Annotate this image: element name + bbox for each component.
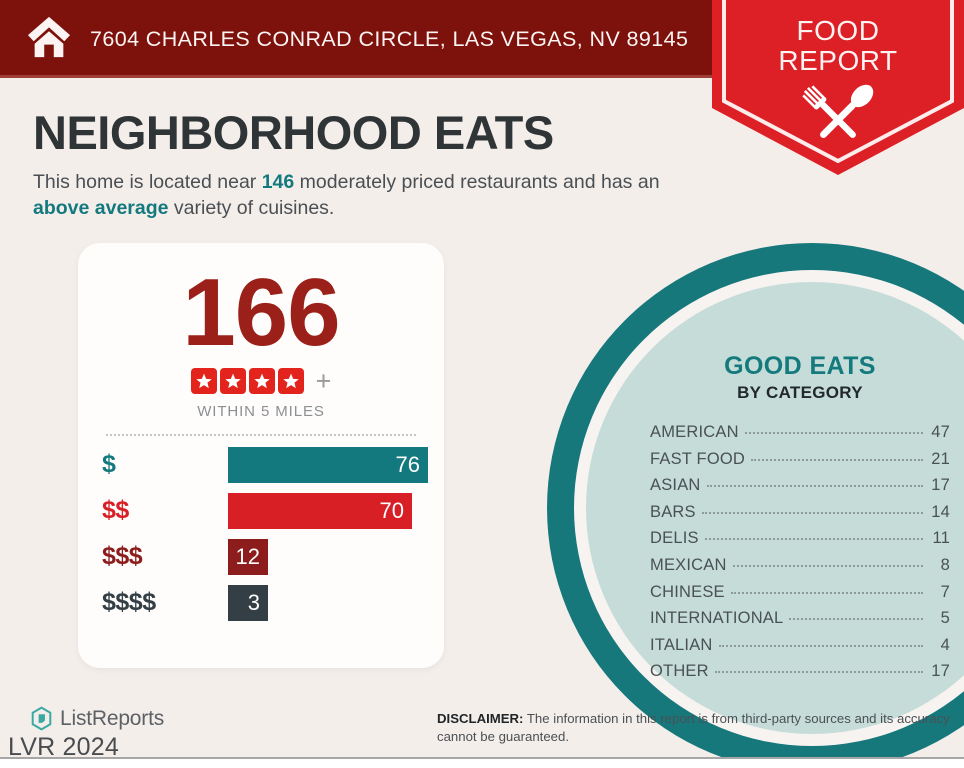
listreports-logo: ListReports	[30, 706, 164, 731]
category-name: ITALIAN	[650, 635, 713, 654]
category-name: DELIS	[650, 529, 699, 548]
subtitle-part2: moderately priced restaurants and has an	[294, 171, 660, 194]
header-address: 7604 CHARLES CONRAD CIRCLE, LAS VEGAS, N…	[90, 26, 689, 51]
price-bar-label: $$$	[102, 542, 143, 571]
star-plus-label: +	[315, 365, 332, 396]
subtitle-restaurant-count: 146	[261, 171, 295, 194]
leader-dots	[789, 618, 923, 621]
price-bar-label: $	[102, 450, 116, 479]
bottom-rule	[0, 757, 964, 759]
good-eats-title: GOOD EATS	[724, 352, 876, 380]
leader-dots	[718, 644, 923, 647]
price-bar-row: $76	[102, 444, 428, 486]
category-name: ASIAN	[650, 476, 701, 495]
listreports-pin-icon	[30, 706, 53, 731]
listreports-wordmark: ListReports	[60, 706, 165, 730]
category-row: INTERNATIONAL 5	[650, 609, 950, 636]
category-row: FAST FOOD 21	[650, 450, 950, 477]
disclaimer-text: The information in this report is from t…	[437, 711, 950, 744]
category-name: INTERNATIONAL	[650, 609, 784, 628]
house-icon	[26, 15, 72, 64]
price-bar-track: 76	[228, 444, 428, 486]
disclaimer-label: DISCLAIMER:	[437, 711, 524, 726]
star-icon	[277, 368, 304, 395]
restaurant-count-card: 166 + WITHIN 5 MILES $76 $$ 70 $$$ 12 $$$$ 3	[78, 243, 444, 668]
category-name: MEXICAN	[650, 555, 727, 574]
subtitle-variety-rating: above average	[33, 197, 169, 220]
subtitle-part1: This home is located near	[33, 171, 262, 194]
leader-dots	[751, 458, 923, 461]
price-bar-fill: 70	[228, 492, 412, 529]
category-name: FAST FOOD	[650, 449, 746, 468]
category-value: 14	[931, 502, 950, 521]
category-row: ITALIAN 4	[650, 636, 950, 663]
category-name: BARS	[650, 502, 696, 521]
title-block: NEIGHBORHOOD EATS This home is located n…	[33, 108, 713, 222]
badge-text: FOOD REPORT	[712, 15, 964, 77]
subtitle-part3: variety of cuisines.	[168, 197, 335, 220]
leader-dots	[706, 485, 923, 488]
card-divider	[106, 433, 416, 436]
good-eats-panel: GOOD EATS BY CATEGORY AMERICAN 47 FAST FOO…	[650, 352, 950, 689]
leader-dots	[732, 564, 923, 567]
disclaimer: DISCLAIMER: The information in this repo…	[437, 710, 952, 746]
good-eats-subtitle: BY CATEGORY	[737, 383, 863, 402]
price-bar-fill: 12	[228, 538, 268, 575]
category-row: AMERICAN 47	[650, 423, 950, 450]
category-value: 4	[940, 635, 950, 654]
price-bar-track: 3	[228, 582, 424, 624]
food-report-badge: FOOD REPORT	[712, 0, 964, 175]
within-radius-label: WITHIN 5 MILES	[197, 402, 325, 420]
bottom-margin	[0, 759, 964, 768]
price-bar-row: $$$$ 3	[102, 582, 424, 624]
category-row: MEXICAN 8	[650, 556, 950, 583]
price-bar-fill: 3	[228, 584, 268, 621]
category-name: AMERICAN	[650, 423, 739, 441]
category-value: 47	[931, 423, 950, 441]
category-value: 8	[940, 555, 950, 574]
price-bar-label: $$$$	[102, 588, 156, 617]
star-icon	[248, 368, 275, 395]
category-value: 17	[931, 476, 950, 495]
category-name: OTHER	[650, 662, 709, 681]
leader-dots	[730, 591, 923, 594]
watermark: LVR 2024	[8, 733, 119, 761]
header-underline	[0, 75, 712, 78]
category-name: CHINESE	[650, 582, 725, 601]
price-bar-track: 12	[228, 536, 424, 578]
price-level-bar-chart: $76 $$ 70 $$$ 12 $$$$ 3	[78, 444, 444, 624]
badge-line2: REPORT	[778, 45, 898, 77]
category-value: 7	[940, 582, 950, 601]
page-title: NEIGHBORHOOD EATS	[33, 106, 554, 159]
category-list: AMERICAN 47 FAST FOOD 21 ASIAN 17 BARS 14 DELIS 1…	[650, 423, 950, 689]
category-value: 5	[940, 609, 950, 628]
restaurant-count: 166	[182, 259, 340, 366]
leader-dots	[744, 432, 923, 434]
price-bar-label: $$	[102, 496, 129, 525]
leader-dots	[714, 671, 923, 674]
category-row: BARS 14	[650, 503, 950, 530]
leader-dots	[701, 511, 923, 514]
category-row: ASIAN 17	[650, 476, 950, 503]
price-bar-row: $$$ 12	[102, 536, 424, 578]
page-subtitle: This home is located near 146 moderately…	[33, 170, 693, 221]
header-bar: 7604 CHARLES CONRAD CIRCLE, LAS VEGAS, N…	[0, 0, 712, 78]
category-value: 21	[931, 449, 950, 468]
badge-line1: FOOD	[796, 15, 880, 46]
price-bar-row: $$ 70	[102, 490, 424, 532]
category-value: 11	[932, 529, 950, 548]
category-value: 17	[931, 662, 950, 681]
light-teal-circle	[586, 282, 964, 734]
star-icon	[219, 368, 246, 395]
category-row: DELIS 11	[650, 529, 950, 556]
leader-dots	[704, 538, 923, 541]
category-row: CHINESE 7	[650, 583, 950, 610]
star-icon	[190, 368, 217, 395]
price-bar-track: 70	[228, 490, 424, 532]
star-rating: +	[78, 365, 444, 396]
category-row: OTHER 17	[650, 662, 950, 689]
price-bar-fill: 76	[228, 446, 428, 483]
